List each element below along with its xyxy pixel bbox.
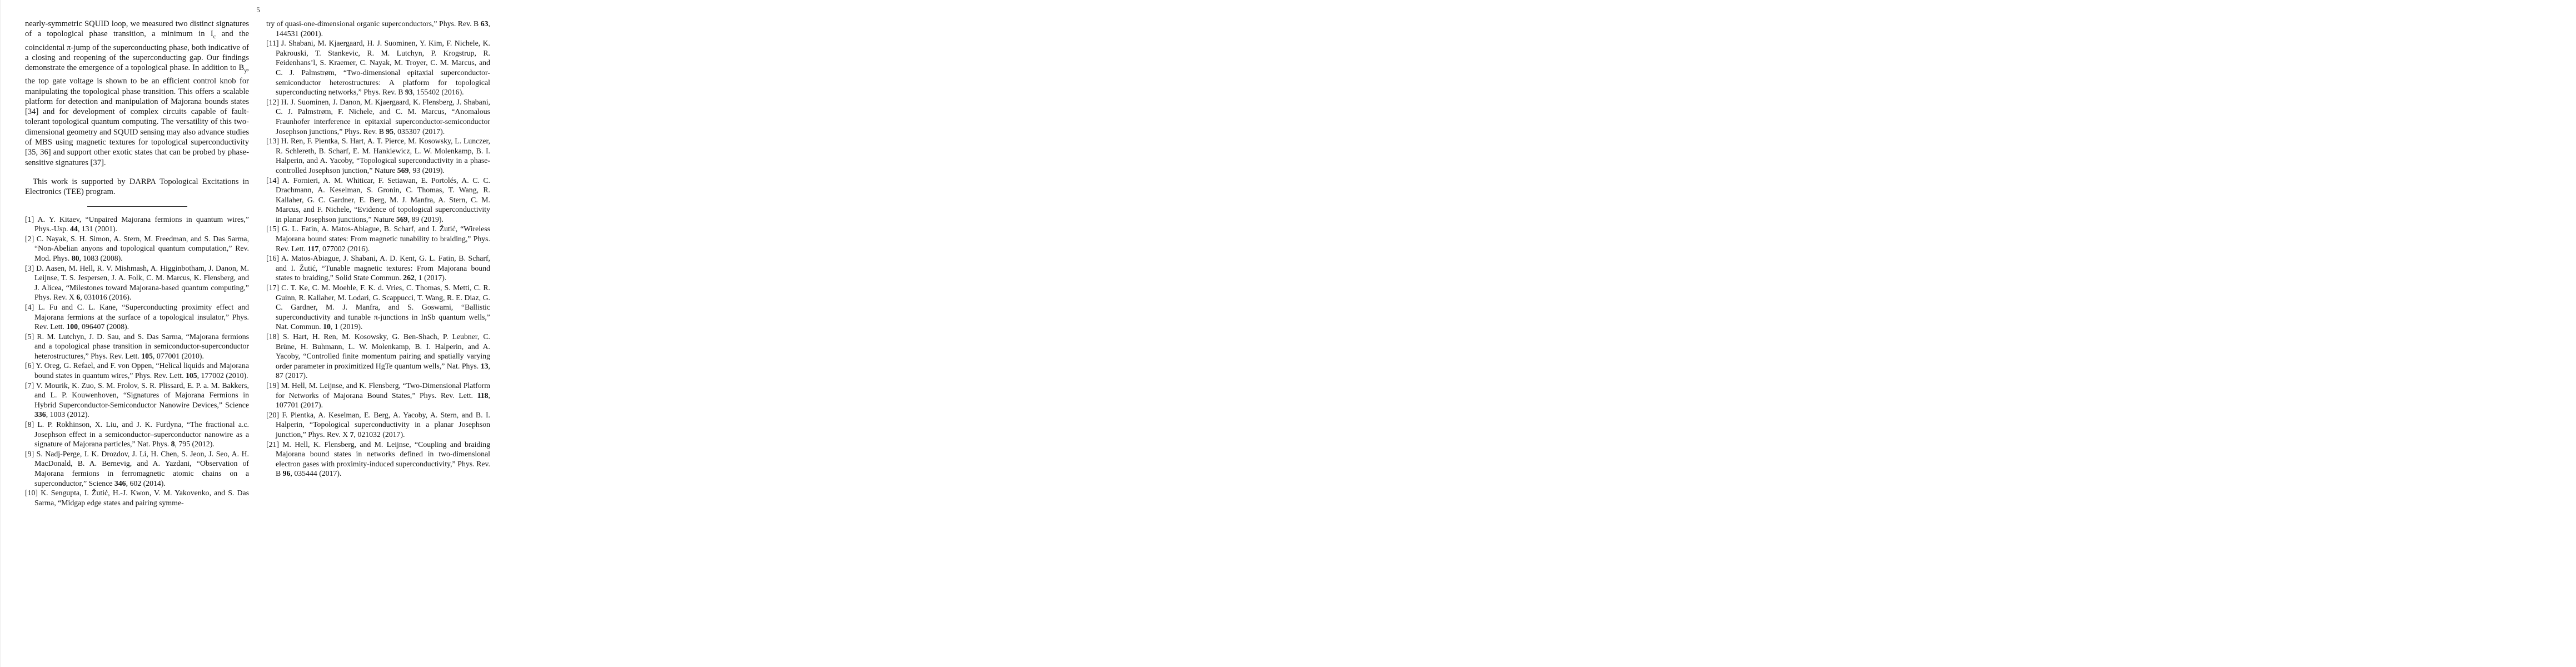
- reference-item: [2] C. Nayak, S. H. Simon, A. Stern, M. …: [25, 234, 249, 262]
- reference-item: [4] L. Fu and C. L. Kane, “Superconducti…: [25, 302, 249, 331]
- page-number: 5: [256, 6, 260, 14]
- reference-item: [8] L. P. Rokhinson, X. Liu, and J. K. F…: [25, 420, 249, 449]
- acknowledgment: This work is supported by DARPA Topologi…: [25, 177, 249, 197]
- reference-item: [15] G. L. Fatin, A. Matos-Abiague, B. S…: [266, 225, 490, 253]
- reference-item: [1] A. Y. Kitaev, “Unpaired Majorana fer…: [25, 215, 249, 233]
- reference-item: [10] K. Sengupta, I. Žutić, H.-J. Kwon, …: [25, 489, 249, 507]
- reference-item: [16] A. Matos-Abiague, J. Shabani, A. D.…: [266, 254, 490, 282]
- reference-item: try of quasi-one-dimensional organic sup…: [266, 19, 490, 38]
- references-separator: [87, 206, 187, 207]
- references-left: [1] A. Y. Kitaev, “Unpaired Majorana fer…: [25, 215, 249, 508]
- reference-item: [5] R. M. Lutchyn, J. D. Sau, and S. Das…: [25, 332, 249, 360]
- reference-item: [11] J. Shabani, M. Kjaergaard, H. J. Su…: [266, 39, 490, 97]
- paragraph: nearly-symmetric SQUID loop, we measured…: [25, 19, 249, 167]
- reference-item: [21] M. Hell, K. Flensberg, and M. Leijn…: [266, 440, 490, 478]
- reference-item: [13] H. Ren, F. Pientka, S. Hart, A. T. …: [266, 137, 490, 175]
- reference-item: [9] S. Nadj-Perge, I. K. Drozdov, J. Li,…: [25, 449, 249, 487]
- reference-item: [14] A. Fornieri, A. M. Whiticar, F. Set…: [266, 176, 490, 223]
- reference-item: [19] M. Hell, M. Leijnse, and K. Flensbe…: [266, 381, 490, 410]
- reference-item: [20] F. Pientka, A. Keselman, E. Berg, A…: [266, 410, 490, 439]
- reference-item: [17] C. T. Ke, C. M. Moehle, F. K. d. Vr…: [266, 283, 490, 331]
- references-right: try of quasi-one-dimensional organic sup…: [266, 19, 490, 479]
- page5-column-left: nearly-symmetric SQUID loop, we measured…: [25, 19, 249, 507]
- page-5: 5 nearly-symmetric SQUID loop, we measur…: [0, 0, 516, 667]
- reference-item: [7] V. Mourik, K. Zuo, S. M. Frolov, S. …: [25, 381, 249, 419]
- page5-column-right: try of quasi-one-dimensional organic sup…: [266, 19, 490, 507]
- reference-item: [18] S. Hart, H. Ren, M. Kosowsky, G. Be…: [266, 332, 490, 380]
- reference-item: [3] D. Aasen, M. Hell, R. V. Mishmash, A…: [25, 263, 249, 302]
- reference-item: [6] Y. Oreg, G. Refael, and F. von Oppen…: [25, 361, 249, 380]
- reference-item: [12] H. J. Suominen, J. Danon, M. Kjaerg…: [266, 97, 490, 136]
